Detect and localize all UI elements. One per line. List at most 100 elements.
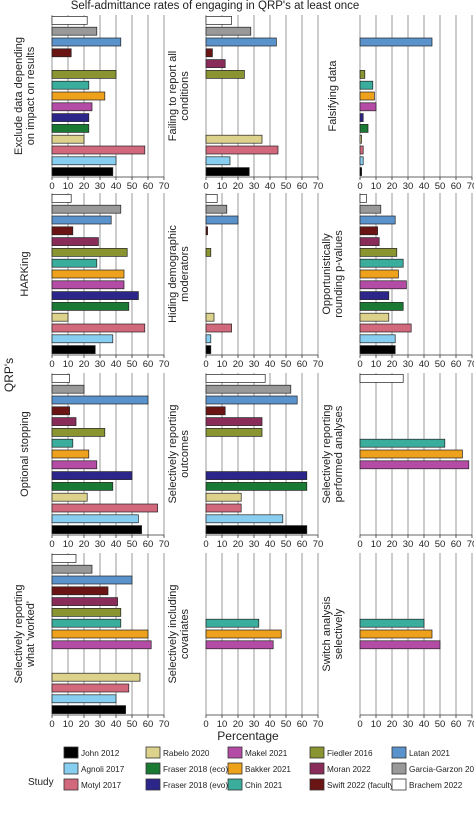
bar: Fraser 2018 (evo): 18 [359,291,390,300]
bar: Fraser 2018 (eco): 23 [51,124,90,133]
legend-item: Chin 2021 [227,778,283,791]
x-tick-label: 30 [95,539,106,550]
panel-label: on impact on results [25,46,37,145]
x-tick-label: 50 [435,181,446,192]
bar: Fraser 2018 (evo): 54 [51,291,139,300]
bar: Agnoli 2017: 48 [205,514,284,524]
x-tick-label: 10 [371,539,382,550]
bar: John 2012: 46 [51,705,126,714]
x-tick-label: 20 [387,359,398,370]
panel: John 2012: 38Agnoli 2017: 40Motyl 2017: … [13,15,169,192]
x-tick-label: 40 [419,359,430,370]
x-tick-label: 0 [49,359,54,370]
x-tick-label: 60 [143,539,154,550]
bar: Rabelo 2020: 5 [205,312,215,322]
x-tick-label: 0 [49,181,54,192]
legend-swatch [145,746,161,759]
bar: Fraser 2018 (evo): 50 [51,471,133,480]
bar: Motyl 2017: 16 [205,323,232,333]
legend-label: Fiedler 2016 [327,749,373,758]
legend-title: Study [28,777,54,788]
x-tick-label: 30 [249,539,260,550]
bar: Moran 2022: 41 [51,597,118,606]
x-tick-label: 50 [435,719,446,730]
bar: Makel 2021: 45 [51,280,125,290]
x-tick-label: 50 [127,181,138,192]
legend-item: Motyl 2017 [63,778,121,791]
x-tick-label: 0 [203,359,208,370]
x-tick-label: 20 [79,181,90,192]
panel-label: rounding p-values [333,230,345,318]
bar: John 2012: 1 [359,167,362,176]
bar: Chin 2021: 8 [359,80,374,90]
x-tick-label: 0 [49,539,54,550]
x-tick-label: 70 [159,539,170,550]
bar: Fiedler 2016: 3 [359,70,366,79]
x-tick-label: 10 [217,359,228,370]
bar: Motyl 2017: 2 [359,145,364,155]
x-tick-label: 50 [127,359,138,370]
panel-label: Falsifying data [327,60,339,132]
bar: John 2012: 27 [51,345,96,354]
panel: John 2012: 56Agnoli 2017: 54Motyl 2017: … [19,373,169,550]
panel: John 2012: 46Agnoli 2017: 40Motyl 2017: … [13,553,169,730]
x-tick-label: 10 [217,719,228,730]
panel: John 2012: 22Agnoli 2017: 22Motyl 2017: … [321,193,474,370]
x-tick-label: 30 [403,719,414,730]
panel-label: Selectively reporting [13,584,25,683]
bar: Rabelo 2020: 10 [51,312,69,322]
x-tick-label: 0 [203,719,208,730]
bar: Chin 2021: 13 [51,438,74,448]
bar: Bakker 2021: 24 [359,269,399,279]
bar: Fiedler 2016: 43 [51,608,122,617]
x-tick-label: 70 [159,181,170,192]
bar: Rabelo 2020: 22 [51,492,88,502]
panel: Makel 2021: 68Bakker 2021: 64Chin 2021: … [321,373,474,550]
x-tick-label: 40 [111,181,122,192]
legend-label: Fraser 2018 (evo) [163,781,228,790]
bar: Fiedler 2016: 40 [51,70,117,79]
bar: Makel 2021: 28 [51,460,98,470]
bar: John 2012: 3 [205,345,212,354]
legend-item: John 2012 [63,746,120,759]
x-tick-label: 70 [467,539,474,550]
bar: Brachem 2022: 16 [205,16,232,25]
panel: John 2012: 27Agnoli 2017: 38Motyl 2017: … [19,193,169,370]
x-tick-label: 50 [435,359,446,370]
x-tick-label: 30 [403,359,414,370]
x-tick-label: 40 [265,181,276,192]
bar: Latan 2021: 57 [205,395,298,405]
legend-label: Garcia-Garzon 2022 [409,765,474,774]
bar: Swift 2022 (faculty): 12 [51,48,72,58]
panel-label: Selectively reporting [321,404,333,503]
bar: Agnoli 2017: 40 [51,156,117,166]
bar: Bakker 2021: 45 [51,269,125,279]
bar: Fraser 2018 (evo): 63 [205,471,308,480]
bar: Fraser 2018 (eco): 5 [359,124,369,133]
bar: Moran 2022: 29 [51,237,99,246]
x-tick-label: 0 [357,359,362,370]
bar: Latan 2021: 43 [51,37,122,47]
bar: Makel 2021: 62 [51,640,152,650]
x-tick-label: 0 [203,539,208,550]
legend-swatch [391,778,407,791]
bar: Fraser 2018 (eco): 48 [51,302,130,311]
bar: Swift 2022 (faculty): 4 [205,48,213,58]
x-tick-label: 50 [435,539,446,550]
bar: Bakker 2021: 64 [359,449,463,459]
bar: Bakker 2021: 45 [359,629,433,639]
x-tick-label: 20 [387,719,398,730]
bar: Brachem 2022: 12 [51,194,72,203]
legend-label: Brachem 2022 [409,781,463,790]
x-tick-label: 20 [233,539,244,550]
x-tick-label: 20 [79,539,90,550]
bar: Agnoli 2017: 40 [51,694,117,704]
panel-label: moderators [179,246,191,302]
x-tick-label: 60 [451,181,462,192]
x-tick-label: 30 [95,181,106,192]
x-tick-label: 30 [249,181,260,192]
bar: Fiedler 2016: 3 [205,248,212,257]
bar: Agnoli 2017: 54 [51,514,139,524]
bar: Garcia-Garzon 2022: 28 [51,26,98,36]
x-tick-label: 50 [281,719,292,730]
